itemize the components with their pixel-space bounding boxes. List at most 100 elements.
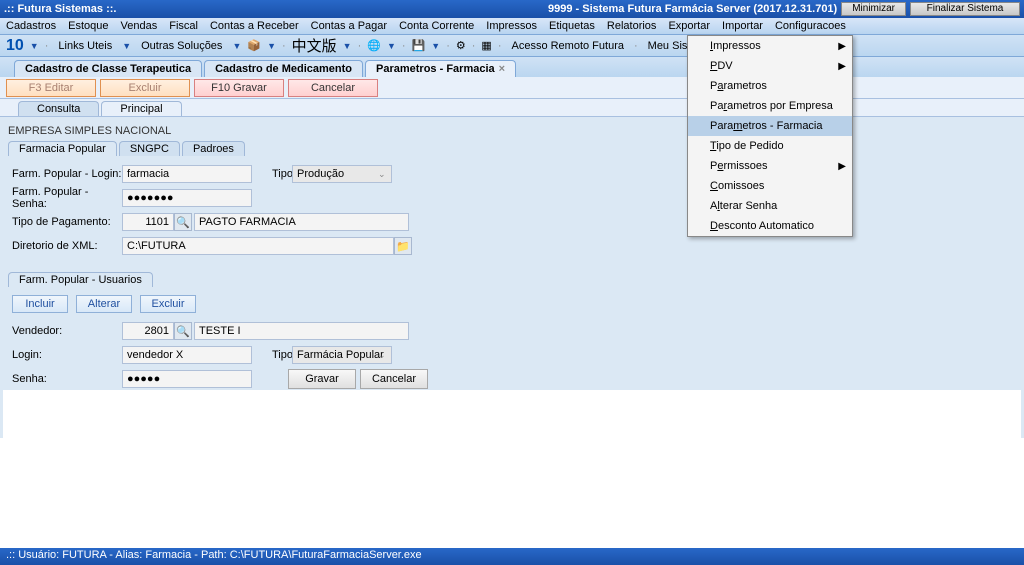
search-icon[interactable]: 🔍 — [174, 213, 192, 231]
chevron-right-icon: ▶ — [838, 61, 846, 72]
configuracoes-menu: Impressos▶ PDV▶ Parametros Parametros po… — [687, 35, 853, 237]
chinese-button[interactable]: 中文版 — [292, 35, 337, 56]
vendedor-label: Vendedor: — [12, 325, 82, 337]
tab-classe-terapeutica[interactable]: Cadastro de Classe Terapeutica — [14, 60, 202, 77]
acesso-remoto-button[interactable]: Acesso Remoto Futura — [507, 40, 628, 52]
close-icon[interactable]: × — [499, 63, 505, 75]
chevron-down-icon[interactable]: ▼ — [343, 41, 352, 51]
inner-tabs: Farmacia Popular SNGPC Padroes — [8, 141, 1016, 156]
menu-importar[interactable]: Importar — [716, 20, 769, 32]
chevron-down-icon[interactable]: ▼ — [30, 41, 39, 51]
pagamento-desc-input[interactable] — [194, 213, 409, 231]
app-title: .:: Futura Sistemas ::. — [4, 3, 116, 15]
chevron-down-icon[interactable]: ▼ — [387, 41, 396, 51]
menu-item-pdv[interactable]: PDV▶ — [688, 56, 852, 76]
usuarios-group-tab: Farm. Popular - Usuarios — [8, 272, 153, 287]
menu-item-alterar-senha[interactable]: Alterar Senha — [688, 196, 852, 216]
form-area: Farm. Popular - Login: Tipo: ⌄ Farm. Pop… — [8, 156, 1016, 264]
menu-fiscal[interactable]: Fiscal — [163, 20, 204, 32]
menu-estoque[interactable]: Estoque — [62, 20, 114, 32]
menu-item-param-empresa[interactable]: Parametros por Empresa — [688, 96, 852, 116]
minimize-button[interactable]: Minimizar — [841, 2, 906, 16]
menu-contas-pagar[interactable]: Contas a Pagar — [305, 20, 393, 32]
menu-configuracoes[interactable]: Configuracoes — [769, 20, 852, 32]
inner-tab-farmacia-popular[interactable]: Farmacia Popular — [8, 141, 117, 156]
editar-button[interactable]: F3 Editar — [6, 79, 96, 97]
xml-input[interactable] — [122, 237, 394, 255]
alterar-button[interactable]: Alterar — [76, 295, 132, 313]
save-icon[interactable]: 💾 — [412, 39, 426, 52]
incluir-button[interactable]: Incluir — [12, 295, 68, 313]
chevron-down-icon[interactable]: ▼ — [431, 41, 440, 51]
subtab-consulta[interactable]: Consulta — [18, 101, 99, 116]
senha-label: Farm. Popular - Senha: — [12, 186, 122, 210]
usuarios-gravar-button[interactable]: Gravar — [288, 369, 356, 389]
menu-exportar[interactable]: Exportar — [662, 20, 716, 32]
menu-item-permissoes[interactable]: Permissoes▶ — [688, 156, 852, 176]
menu-item-desconto[interactable]: Desconto Automatico — [688, 216, 852, 236]
gravar-button[interactable]: F10 Gravar — [194, 79, 284, 97]
menu-conta-corrente[interactable]: Conta Corrente — [393, 20, 480, 32]
tab-medicamento[interactable]: Cadastro de Medicamento — [204, 60, 363, 77]
usuarios-login-label: Login: — [12, 349, 82, 361]
empty-area — [3, 390, 1021, 548]
menu-item-parametros[interactable]: Parametros — [688, 76, 852, 96]
chevron-down-icon[interactable]: ▼ — [232, 41, 241, 51]
usuarios-senha-input[interactable] — [122, 370, 252, 388]
usuarios-tipo-select[interactable] — [292, 346, 392, 364]
chevron-right-icon: ▶ — [838, 41, 846, 52]
grid-icon[interactable]: ▦ — [481, 39, 491, 52]
menu-item-param-farmacia[interactable]: Parametros - Farmacia — [688, 116, 852, 136]
chevron-down-icon[interactable]: ⌄ — [378, 169, 386, 180]
package-icon[interactable]: 📦 — [247, 39, 261, 52]
chevron-down-icon[interactable]: ▼ — [122, 41, 131, 51]
menu-contas-receber[interactable]: Contas a Receber — [204, 20, 305, 32]
inner-tab-sngpc[interactable]: SNGPC — [119, 141, 180, 156]
subtab-principal[interactable]: Principal — [101, 101, 181, 116]
menu-cadastros[interactable]: Cadastros — [0, 20, 62, 32]
chevron-down-icon[interactable]: ⌄ — [378, 350, 386, 361]
menu-item-comissoes[interactable]: Comissoes — [688, 176, 852, 196]
usuarios-login-input[interactable] — [122, 346, 252, 364]
action-buttons: F3 Editar Excluir F10 Gravar Cancelar — [0, 77, 1024, 99]
chevron-right-icon: ▶ — [838, 161, 846, 172]
inner-tab-padroes[interactable]: Padroes — [182, 141, 245, 156]
login-input[interactable] — [122, 165, 252, 183]
menubar: Cadastros Estoque Vendas Fiscal Contas a… — [0, 18, 1024, 35]
toolbar: 10 ▼ · Links Uteis ▼ Outras Soluções ▼ 📦… — [0, 35, 1024, 57]
chevron-down-icon[interactable]: ▼ — [267, 41, 276, 51]
vendedor-desc-input[interactable] — [194, 322, 409, 340]
search-icon[interactable]: 🔍 — [174, 322, 192, 340]
section-title: EMPRESA SIMPLES NACIONAL — [8, 125, 1016, 137]
tab-parametros-farmacia[interactable]: Parametros - Farmacia× — [365, 60, 516, 77]
toolbar-number: 10 — [6, 37, 24, 55]
usuarios-excluir-button[interactable]: Excluir — [140, 295, 196, 313]
gear-icon[interactable]: ⚙ — [456, 39, 466, 52]
cancelar-button[interactable]: Cancelar — [288, 79, 378, 97]
finalize-button[interactable]: Finalizar Sistema — [910, 2, 1020, 16]
menu-item-tipo-pedido[interactable]: Tipo de Pedido — [688, 136, 852, 156]
pagamento-num-input[interactable] — [122, 213, 174, 231]
login-label: Farm. Popular - Login: — [12, 168, 122, 180]
outras-solucoes-button[interactable]: Outras Soluções — [137, 40, 226, 52]
statusbar-text: .:: Usuário: FUTURA - Alias: Farmacia - … — [6, 549, 422, 561]
tipo-select[interactable] — [292, 165, 392, 183]
menu-impressos[interactable]: Impressos — [480, 20, 543, 32]
titlebar: .:: Futura Sistemas ::. 9999 - Sistema F… — [0, 0, 1024, 18]
subtabs: Consulta Principal — [0, 99, 1024, 117]
document-tabs: Cadastro de Classe Terapeutica Cadastro … — [0, 57, 1024, 77]
xml-label: Diretorio de XML: — [12, 240, 122, 252]
menu-relatorios[interactable]: Relatorios — [601, 20, 663, 32]
excluir-button[interactable]: Excluir — [100, 79, 190, 97]
globe-icon[interactable]: 🌐 — [367, 39, 381, 52]
usuarios-senha-label: Senha: — [12, 373, 82, 385]
pagamento-label: Tipo de Pagamento: — [12, 216, 122, 228]
menu-vendas[interactable]: Vendas — [115, 20, 164, 32]
menu-item-impressos[interactable]: Impressos▶ — [688, 36, 852, 56]
vendedor-num-input[interactable] — [122, 322, 174, 340]
folder-icon[interactable]: 📁 — [394, 237, 412, 255]
senha-input[interactable] — [122, 189, 252, 207]
usuarios-cancelar-button[interactable]: Cancelar — [360, 369, 428, 389]
menu-etiquetas[interactable]: Etiquetas — [543, 20, 601, 32]
links-uteis-button[interactable]: Links Uteis — [54, 40, 116, 52]
